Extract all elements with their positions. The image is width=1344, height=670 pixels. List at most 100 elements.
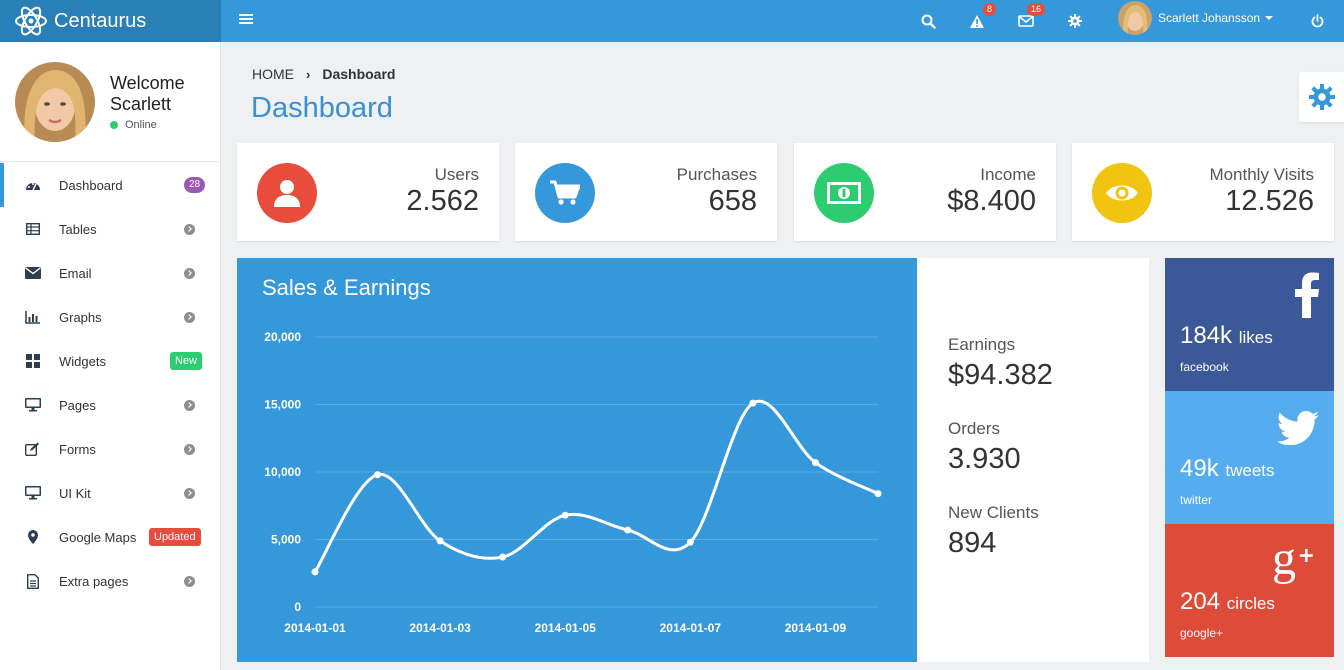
sidebar-item-label: Google Maps <box>59 529 137 545</box>
earnings-summary-panel: Earnings $94.382 Orders 3.930 New Client… <box>917 258 1149 662</box>
alerts-button[interactable]: 8 <box>967 3 996 31</box>
orders-value: 3.930 <box>948 443 1021 475</box>
sidebar-item-graphs[interactable]: Graphs <box>0 295 220 339</box>
google-plus-label: google+ <box>1180 626 1224 640</box>
menu-toggle-button[interactable] <box>239 12 253 30</box>
online-status-label: Online <box>125 119 157 131</box>
sidebar-item-ui-kit[interactable]: UI Kit <box>0 471 220 515</box>
stat-value: 658 <box>708 185 757 217</box>
stat-box-monthly-visits: Monthly Visits 12.526 <box>1072 143 1334 241</box>
facebook-likes-unit: likes <box>1238 328 1273 347</box>
y-tick-label: 10,000 <box>264 465 301 479</box>
sidebar-item-label: Extra pages <box>59 573 129 589</box>
gear-icon <box>1068 14 1082 28</box>
y-tick-label: 0 <box>294 600 301 614</box>
atom-icon <box>15 6 47 36</box>
chevron-down-icon <box>1265 16 1274 20</box>
data-point <box>749 399 757 407</box>
twitter-tweets-number: 49k <box>1180 455 1219 482</box>
sidebar-item-label: Graphs <box>59 309 102 325</box>
sidebar-item-label: Pages <box>59 397 96 413</box>
sidebar-item-label: Tables <box>59 221 97 237</box>
earnings-label: Earnings <box>948 335 1016 354</box>
twitter-icon <box>1278 411 1319 445</box>
eye-icon <box>1092 163 1152 223</box>
sidebar-item-dashboard[interactable]: Dashboard 28 <box>0 163 220 207</box>
sidebar-item-pages[interactable]: Pages <box>0 383 220 427</box>
search-icon <box>921 14 936 29</box>
x-tick-label: 2014-01-05 <box>535 621 597 635</box>
data-point <box>624 526 632 534</box>
stat-box-users: Users 2.562 <box>237 143 499 241</box>
sidebar-item-tables[interactable]: Tables <box>0 207 220 251</box>
chevron-right-icon <box>184 223 195 235</box>
twitter-label: twitter <box>1180 493 1213 507</box>
new-badge: New <box>170 352 203 370</box>
x-tick-label: 2014-01-07 <box>660 621 722 635</box>
gear-icon <box>1308 84 1335 110</box>
sidebar-item-label: Email <box>59 265 92 281</box>
facebook-icon <box>1295 272 1319 318</box>
edit-icon <box>24 441 41 458</box>
stat-label: Users <box>434 165 479 184</box>
data-point <box>811 459 819 467</box>
breadcrumb-current: Dashboard <box>322 66 396 82</box>
user-menu[interactable]: Scarlett Johansson <box>1118 0 1274 36</box>
user-name: Scarlett Johansson <box>1158 11 1261 25</box>
logout-button[interactable] <box>1307 11 1327 31</box>
desktop-icon <box>24 485 41 502</box>
sidebar-item-widgets[interactable]: Widgets New <box>0 339 220 383</box>
welcome-label: Welcome <box>110 73 185 93</box>
chevron-right-icon <box>184 311 195 323</box>
sidebar-item-label: Forms <box>59 441 96 457</box>
dashboard-icon <box>24 177 41 194</box>
sidebar: Welcome Scarlett Online Dashboard 28 Tab… <box>0 42 221 670</box>
sidebar-item-google-maps[interactable]: Google Maps Updated <box>0 515 220 559</box>
breadcrumb-home-link[interactable]: HOME <box>252 66 294 82</box>
warning-icon <box>970 14 984 28</box>
data-point <box>686 538 694 546</box>
dashboard-count-badge: 28 <box>184 177 206 193</box>
updated-badge: Updated <box>149 528 201 546</box>
messages-button[interactable]: 16 <box>1016 3 1045 31</box>
grid-icon <box>24 353 41 370</box>
new-clients-value: 894 <box>948 527 997 559</box>
svg-text:g: g <box>1272 536 1296 584</box>
sidebar-nav: Dashboard 28 Tables Email Graphs Widgets <box>0 163 220 603</box>
money-icon <box>814 163 874 223</box>
sidebar-item-label: Widgets <box>59 353 106 369</box>
user-avatar <box>1118 1 1152 35</box>
brand-logo[interactable]: Centaurus <box>0 0 221 42</box>
data-point <box>374 471 382 479</box>
google-plus-count: 204 circles <box>1180 588 1275 616</box>
bar-chart-icon <box>24 309 41 326</box>
data-point <box>499 553 507 561</box>
x-tick-label: 2014-01-03 <box>409 621 471 635</box>
data-point <box>311 568 319 576</box>
facebook-count: 184k likes <box>1180 322 1273 350</box>
chevron-right-icon <box>184 575 195 587</box>
series-line <box>313 399 879 573</box>
stat-label: Monthly Visits <box>1209 165 1314 184</box>
stat-box-purchases: Purchases 658 <box>515 143 777 241</box>
theme-settings-button[interactable] <box>1299 72 1344 122</box>
earnings-value: $94.382 <box>948 359 1053 391</box>
settings-top-button[interactable] <box>1065 11 1085 31</box>
data-point <box>561 511 569 519</box>
google-plus-box[interactable]: g 204 circles google+ <box>1165 524 1334 657</box>
table-icon <box>24 221 41 238</box>
stat-value: $8.400 <box>947 185 1036 217</box>
sidebar-item-forms[interactable]: Forms <box>0 427 220 471</box>
shopping-cart-icon <box>535 163 595 223</box>
user-profile: Welcome Scarlett Online <box>0 42 220 162</box>
envelope-icon <box>24 265 41 282</box>
y-tick-label: 20,000 <box>264 330 301 344</box>
sidebar-item-email[interactable]: Email <box>0 251 220 295</box>
sidebar-item-extra-pages[interactable]: Extra pages <box>0 559 220 603</box>
stat-box-income: Income $8.400 <box>794 143 1056 241</box>
alerts-count-badge: 8 <box>982 3 996 16</box>
chevron-right-icon <box>184 443 195 455</box>
twitter-box[interactable]: 49k tweets twitter <box>1165 391 1334 524</box>
search-button[interactable] <box>918 11 938 31</box>
facebook-box[interactable]: 184k likes facebook <box>1165 258 1334 391</box>
